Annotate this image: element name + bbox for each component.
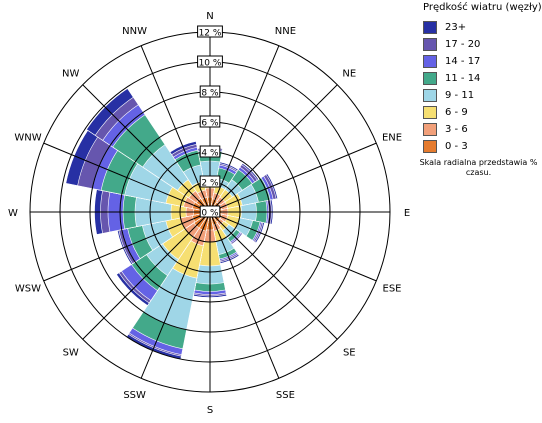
legend-item: 0 - 3 xyxy=(423,138,542,155)
direction-label-nw: NW xyxy=(62,69,79,80)
spoke-nnw xyxy=(140,45,211,213)
legend-swatch xyxy=(423,123,437,136)
legend-label: 6 - 9 xyxy=(445,107,468,118)
radial-tick-label-2: 4 % xyxy=(201,149,219,159)
direction-label-sw: SW xyxy=(63,347,79,358)
spoke-ese xyxy=(209,211,377,282)
spoke-ene xyxy=(209,142,377,213)
legend-item: 23+ xyxy=(423,19,542,36)
radial-tick-label-0: 0 % xyxy=(201,209,219,219)
direction-label-nne: NNE xyxy=(275,26,296,37)
legend-swatch xyxy=(423,140,437,153)
legend: Prędkość wiatru (węzły) 23+ 17 - 20 14 - 1… xyxy=(415,0,542,178)
direction-label-s: S xyxy=(207,405,213,416)
legend-label: 0 - 3 xyxy=(445,141,468,152)
spoke-nne xyxy=(209,45,280,213)
spoke-ne xyxy=(209,84,338,213)
radial-tick-labels: 0 % 2 % 4 % 6 % 8 % 10 % 12 % xyxy=(197,25,223,219)
legend-item: 3 - 6 xyxy=(423,121,542,138)
legend-swatch xyxy=(423,89,437,102)
legend-item: 6 - 9 xyxy=(423,104,542,121)
legend-swatch xyxy=(423,106,437,119)
legend-label: 3 - 6 xyxy=(445,124,468,135)
spoke-sw xyxy=(82,211,211,340)
legend-swatch xyxy=(423,72,437,85)
radial-tick-label-6: 12 % xyxy=(199,29,222,39)
legend-swatch xyxy=(423,38,437,51)
legend-item: 9 - 11 xyxy=(423,87,542,104)
legend-item: 17 - 20 xyxy=(423,36,542,53)
radial-tick-label-3: 6 % xyxy=(201,119,219,129)
legend-item: 14 - 17 xyxy=(423,53,542,70)
direction-label-ese: ESE xyxy=(383,283,402,294)
radial-tick-label-4: 8 % xyxy=(201,89,219,99)
legend-label: 17 - 20 xyxy=(445,39,481,50)
radial-tick-label-5: 10 % xyxy=(199,59,222,69)
direction-label-nnw: NNW xyxy=(122,26,147,37)
direction-label-wsw: WSW xyxy=(15,283,41,294)
radial-tick-label-1: 2 % xyxy=(201,179,219,189)
legend-swatch xyxy=(423,21,437,34)
legend-swatch xyxy=(423,55,437,68)
direction-label-w: W xyxy=(8,208,18,219)
radial-tick-box-0 xyxy=(199,205,221,218)
radial-tick-box-5 xyxy=(197,55,223,68)
direction-label-ene: ENE xyxy=(382,133,402,144)
direction-label-e: E xyxy=(404,208,410,219)
spoke-wsw xyxy=(43,211,211,282)
legend-title: Prędkość wiatru (węzły) xyxy=(423,2,542,13)
legend-note: Skala radialna przedstawia % czasu. xyxy=(419,158,538,177)
radial-tick-box-4 xyxy=(199,85,221,98)
radial-tick-box-1 xyxy=(199,175,221,188)
direction-label-sse: SSE xyxy=(276,390,295,401)
direction-label-wnw: WNW xyxy=(14,133,41,144)
direction-label-ssw: SSW xyxy=(123,390,146,401)
legend-label: 23+ xyxy=(445,22,467,33)
legend-label: 11 - 14 xyxy=(445,73,481,84)
spoke-nw xyxy=(82,84,211,213)
legend-label: 14 - 17 xyxy=(445,56,481,67)
spoke-sse xyxy=(209,211,280,379)
radial-tick-box-6 xyxy=(197,25,223,38)
radial-tick-box-3 xyxy=(199,115,221,128)
radial-tick-box-2 xyxy=(199,145,221,158)
direction-label-se: SE xyxy=(343,347,356,358)
direction-labels: N NNE NE ENE E ESE SE SSE S SSW SW WSW W WNW NW NNW xyxy=(8,11,410,416)
legend-label: 9 - 11 xyxy=(445,90,475,101)
direction-label-n: N xyxy=(206,11,213,22)
direction-label-ne: NE xyxy=(342,69,356,80)
spoke-ssw xyxy=(140,211,211,379)
legend-items: 23+ 17 - 20 14 - 17 11 - 14 9 - 11 6 - 9 3 - 6… xyxy=(423,19,542,155)
spoke-se xyxy=(209,211,338,340)
spoke-wnw xyxy=(43,142,211,213)
legend-item: 11 - 14 xyxy=(423,70,542,87)
